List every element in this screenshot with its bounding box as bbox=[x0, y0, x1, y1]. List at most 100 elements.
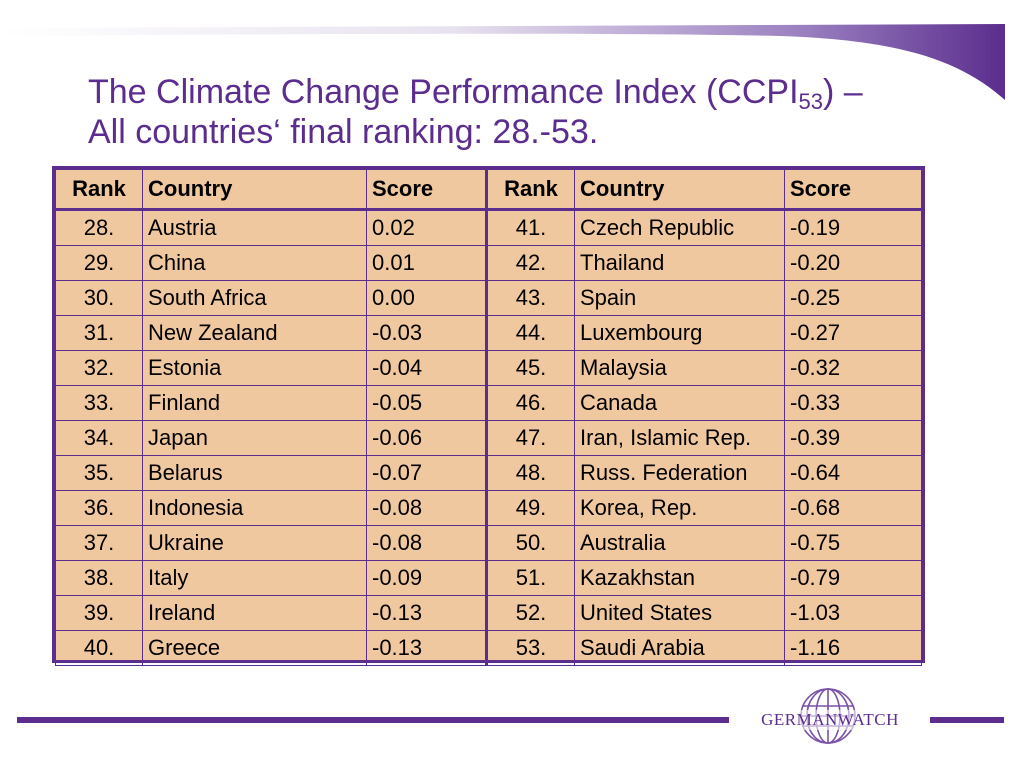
score-cell: -0.32 bbox=[784, 350, 922, 386]
score-cell: -0.09 bbox=[366, 560, 487, 596]
footer-line bbox=[17, 717, 729, 723]
rank-cell: 53. bbox=[485, 630, 575, 666]
table-row: 33. Finland -0.05 46. Canada -0.33 bbox=[55, 385, 922, 421]
score-cell: -0.13 bbox=[366, 630, 487, 666]
logo-text: GERMANWATCH bbox=[740, 710, 920, 730]
table-header-row: Rank Country Score Rank Country Score bbox=[55, 169, 922, 211]
rank-cell: 40. bbox=[55, 630, 143, 666]
table-row: 38. Italy -0.09 51. Kazakhstan -0.79 bbox=[55, 560, 922, 596]
country-cell: Australia bbox=[574, 525, 785, 561]
country-cell: Saudi Arabia bbox=[574, 630, 785, 666]
score-cell: -0.03 bbox=[366, 315, 487, 351]
germanwatch-logo: GERMANWATCH bbox=[740, 686, 920, 746]
rank-cell: 31. bbox=[55, 315, 143, 351]
title-main: The Climate Change Performance Index (CC… bbox=[88, 73, 799, 111]
rank-cell: 43. bbox=[485, 280, 575, 316]
country-cell: Thailand bbox=[574, 245, 785, 281]
rank-cell: 45. bbox=[485, 350, 575, 386]
rank-cell: 29. bbox=[55, 245, 143, 281]
rank-cell: 41. bbox=[485, 209, 575, 246]
score-cell: -0.19 bbox=[784, 209, 922, 246]
header-country: Country bbox=[142, 169, 367, 211]
rank-cell: 48. bbox=[485, 455, 575, 491]
table-body: 28. Austria 0.02 41. Czech Republic -0.19 29. C… bbox=[55, 209, 922, 666]
country-cell: Malaysia bbox=[574, 350, 785, 386]
rank-cell: 28. bbox=[55, 209, 143, 246]
country-cell: Russ. Federation bbox=[574, 455, 785, 491]
table-row: 30. South Africa 0.00 43. Spain -0.25 bbox=[55, 280, 922, 316]
rank-cell: 30. bbox=[55, 280, 143, 316]
country-cell: Ukraine bbox=[142, 525, 367, 561]
score-cell: -0.25 bbox=[784, 280, 922, 316]
score-cell: 0.00 bbox=[366, 280, 487, 316]
rank-cell: 33. bbox=[55, 385, 143, 421]
footer-line bbox=[930, 717, 1004, 723]
score-cell: -0.20 bbox=[784, 245, 922, 281]
country-cell: China bbox=[142, 245, 367, 281]
score-cell: -0.39 bbox=[784, 420, 922, 456]
country-cell: Greece bbox=[142, 630, 367, 666]
score-cell: -0.68 bbox=[784, 490, 922, 526]
score-cell: -0.79 bbox=[784, 560, 922, 596]
rank-cell: 51. bbox=[485, 560, 575, 596]
country-cell: Japan bbox=[142, 420, 367, 456]
country-cell: United States bbox=[574, 595, 785, 631]
score-cell: -0.05 bbox=[366, 385, 487, 421]
table-row: 36. Indonesia -0.08 49. Korea, Rep. -0.68 bbox=[55, 490, 922, 526]
table-row: 34. Japan -0.06 47. Iran, Islamic Rep. -0.39 bbox=[55, 420, 922, 456]
score-cell: -0.07 bbox=[366, 455, 487, 491]
score-cell: -0.13 bbox=[366, 595, 487, 631]
country-cell: Kazakhstan bbox=[574, 560, 785, 596]
score-cell: -0.27 bbox=[784, 315, 922, 351]
country-cell: Belarus bbox=[142, 455, 367, 491]
ranking-table: Rank Country Score Rank Country Score 28… bbox=[55, 169, 922, 666]
title-end: ) – bbox=[823, 73, 863, 111]
header-rank: Rank bbox=[485, 169, 575, 211]
country-cell: Estonia bbox=[142, 350, 367, 386]
rank-cell: 39. bbox=[55, 595, 143, 631]
country-cell: Indonesia bbox=[142, 490, 367, 526]
header-swoosh bbox=[0, 24, 1005, 100]
header-rank: Rank bbox=[55, 169, 143, 211]
table-row: 32. Estonia -0.04 45. Malaysia -0.32 bbox=[55, 350, 922, 386]
rank-cell: 50. bbox=[485, 525, 575, 561]
rank-cell: 38. bbox=[55, 560, 143, 596]
country-cell: Luxembourg bbox=[574, 315, 785, 351]
rank-cell: 49. bbox=[485, 490, 575, 526]
title-subscript: 53 bbox=[798, 89, 824, 114]
rank-cell: 32. bbox=[55, 350, 143, 386]
table-row: 37. Ukraine -0.08 50. Australia -0.75 bbox=[55, 525, 922, 561]
score-cell: -1.03 bbox=[784, 595, 922, 631]
title-line-2: All countries‘ final ranking: 28.-53. bbox=[88, 113, 599, 151]
score-cell: 0.01 bbox=[366, 245, 487, 281]
country-cell: Spain bbox=[574, 280, 785, 316]
country-cell: Canada bbox=[574, 385, 785, 421]
rank-cell: 36. bbox=[55, 490, 143, 526]
score-cell: 0.02 bbox=[366, 209, 487, 246]
country-cell: Korea, Rep. bbox=[574, 490, 785, 526]
slide-title: The Climate Change Performance Index (CC… bbox=[88, 72, 968, 152]
rank-cell: 37. bbox=[55, 525, 143, 561]
ranking-table-container: Rank Country Score Rank Country Score 28… bbox=[52, 166, 925, 666]
rank-cell: 35. bbox=[55, 455, 143, 491]
country-cell: Italy bbox=[142, 560, 367, 596]
rank-cell: 46. bbox=[485, 385, 575, 421]
score-cell: -0.08 bbox=[366, 490, 487, 526]
country-cell: Austria bbox=[142, 209, 367, 246]
table-row: 39. Ireland -0.13 52. United States -1.03 bbox=[55, 595, 922, 631]
table-row: 35. Belarus -0.07 48. Russ. Federation -0.64 bbox=[55, 455, 922, 491]
score-cell: -0.04 bbox=[366, 350, 487, 386]
score-cell: -1.16 bbox=[784, 630, 922, 666]
table-row: 29. China 0.01 42. Thailand -0.20 bbox=[55, 245, 922, 281]
table-row: 31. New Zealand -0.03 44. Luxembourg -0.27 bbox=[55, 315, 922, 351]
country-cell: Iran, Islamic Rep. bbox=[574, 420, 785, 456]
rank-cell: 52. bbox=[485, 595, 575, 631]
rank-cell: 42. bbox=[485, 245, 575, 281]
header-score: Score bbox=[366, 169, 487, 211]
rank-cell: 44. bbox=[485, 315, 575, 351]
rank-cell: 47. bbox=[485, 420, 575, 456]
country-cell: New Zealand bbox=[142, 315, 367, 351]
country-cell: Finland bbox=[142, 385, 367, 421]
rank-cell: 34. bbox=[55, 420, 143, 456]
score-cell: -0.75 bbox=[784, 525, 922, 561]
